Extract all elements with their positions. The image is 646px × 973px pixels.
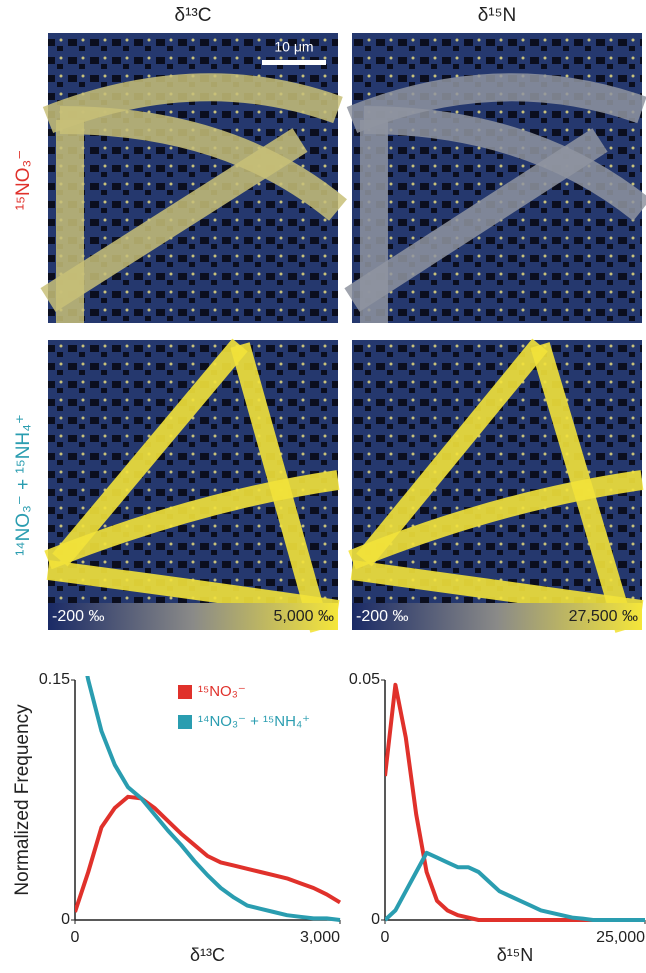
- image-panel: [48, 33, 338, 323]
- row-label: ¹⁵NO₃⁻: [13, 150, 34, 210]
- x-tick-label: 0: [71, 929, 80, 946]
- column-header: δ¹³C: [175, 5, 212, 26]
- x-axis-label: δ¹³C: [190, 945, 225, 965]
- row-label: ¹⁴NO₃⁻ + ¹⁵NH₄⁺: [13, 414, 34, 556]
- image-panel: [352, 340, 642, 630]
- data-line: [75, 616, 340, 920]
- legend-label: ¹⁵NO₃⁻: [198, 683, 246, 700]
- x-tick-label: 0: [381, 929, 390, 946]
- x-axis-label: δ¹⁵N: [497, 945, 533, 965]
- scale-bar-label: 10 μm: [274, 39, 313, 55]
- image-panel: [352, 33, 642, 323]
- colorbar-label: -200 ‰: [52, 608, 104, 625]
- legend-label: ¹⁴NO₃⁻ + ¹⁵NH₄⁺: [198, 713, 310, 730]
- x-tick-label: 25,000: [596, 929, 645, 946]
- y-tick-label: 0.15: [39, 671, 70, 688]
- plot-area: [75, 616, 340, 920]
- x-tick-label: 3,000: [300, 929, 340, 946]
- data-line: [75, 797, 340, 912]
- y-tick-label: 0.05: [349, 671, 380, 688]
- figure: δ¹³C δ¹⁵N ¹⁵NO₃⁻ ¹⁴NO₃⁻ + ¹⁵NH₄⁺ 10 μm -…: [0, 0, 646, 968]
- data-line: [385, 685, 645, 920]
- y-axis-label: Normalized Frequency: [12, 704, 33, 896]
- colorbar-label: 27,500 ‰: [569, 608, 638, 625]
- column-header: δ¹⁵N: [478, 5, 517, 26]
- image-panel: [48, 340, 338, 630]
- legend-swatch: [178, 715, 192, 729]
- y-tick-label: 0: [371, 911, 380, 928]
- colorbar-label: -200 ‰: [356, 608, 408, 625]
- y-tick-label: 0: [61, 911, 70, 928]
- scale-bar: [262, 60, 326, 65]
- colorbar-label: 5,000 ‰: [274, 608, 334, 625]
- plot-area: [385, 685, 645, 920]
- legend-swatch: [178, 685, 192, 699]
